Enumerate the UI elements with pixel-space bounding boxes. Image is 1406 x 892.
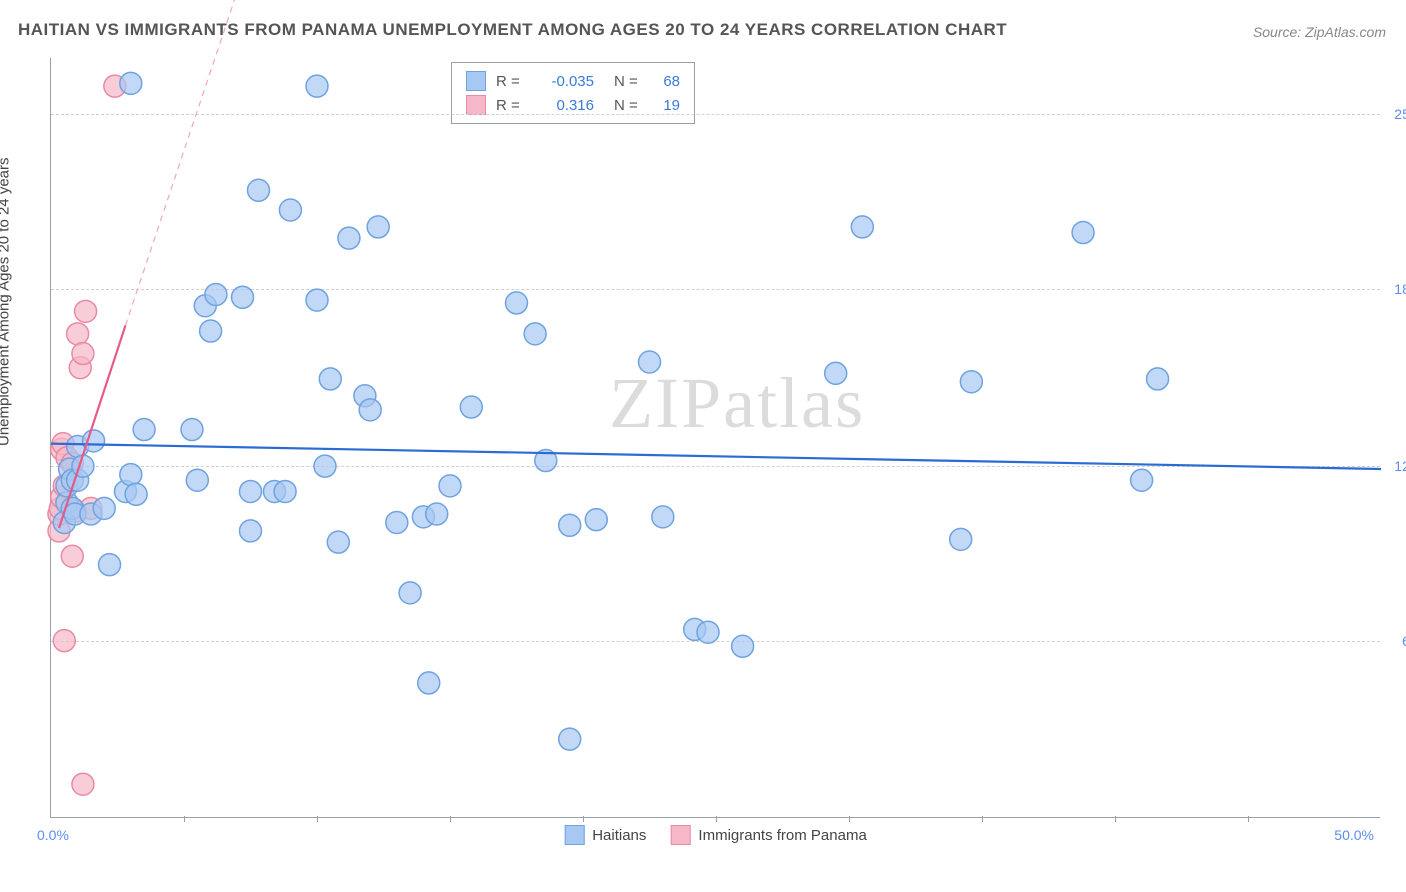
y-axis-label: Unemployment Among Ages 20 to 24 years	[0, 157, 13, 446]
data-point	[314, 455, 336, 477]
data-point	[639, 351, 661, 373]
x-tick	[450, 816, 451, 822]
data-point	[359, 399, 381, 421]
data-point	[960, 371, 982, 393]
data-point	[559, 514, 581, 536]
data-point	[205, 283, 227, 305]
data-point	[186, 469, 208, 491]
data-point	[72, 343, 94, 365]
x-tick	[317, 816, 318, 822]
y-tick-label: 12.5%	[1386, 458, 1406, 474]
x-tick	[184, 816, 185, 822]
data-point	[460, 396, 482, 418]
plot-area: ZIPatlas R =-0.035N =68R =0.316N =19 6.3…	[50, 58, 1380, 818]
data-point	[240, 480, 262, 502]
data-point	[950, 528, 972, 550]
data-point	[120, 464, 142, 486]
x-tick	[849, 816, 850, 822]
data-point	[732, 635, 754, 657]
data-point	[524, 323, 546, 345]
data-point	[697, 621, 719, 643]
data-point	[652, 506, 674, 528]
data-point	[125, 483, 147, 505]
data-point	[306, 289, 328, 311]
data-point	[274, 480, 296, 502]
y-tick-label: 18.8%	[1386, 281, 1406, 297]
x-tick	[982, 816, 983, 822]
legend-swatch	[564, 825, 584, 845]
data-point	[399, 582, 421, 604]
x-tick	[1115, 816, 1116, 822]
data-point	[120, 72, 142, 94]
data-point	[367, 216, 389, 238]
legend-item: Immigrants from Panama	[670, 825, 866, 845]
data-point	[240, 520, 262, 542]
x-tick	[583, 816, 584, 822]
x-axis-max-label: 50.0%	[1334, 827, 1374, 843]
series-legend: Haitians Immigrants from Panama	[564, 825, 867, 845]
legend-item: Haitians	[564, 825, 646, 845]
source-attribution: Source: ZipAtlas.com	[1253, 24, 1386, 40]
y-tick-label: 25.0%	[1386, 106, 1406, 122]
data-point	[61, 545, 83, 567]
scatter-svg	[51, 58, 1380, 817]
x-tick	[716, 816, 717, 822]
trend-line	[51, 444, 1381, 469]
chart-title: HAITIAN VS IMMIGRANTS FROM PANAMA UNEMPL…	[18, 20, 1007, 40]
data-point	[181, 419, 203, 441]
data-point	[53, 630, 75, 652]
data-point	[319, 368, 341, 390]
data-point	[386, 511, 408, 533]
data-point	[338, 227, 360, 249]
data-point	[306, 75, 328, 97]
data-point	[439, 475, 461, 497]
legend-swatch	[670, 825, 690, 845]
data-point	[75, 300, 97, 322]
data-point	[585, 509, 607, 531]
y-tick-label: 6.3%	[1386, 633, 1406, 649]
data-point	[426, 503, 448, 525]
data-point	[1147, 368, 1169, 390]
legend-label: Haitians	[592, 827, 646, 844]
data-point	[67, 323, 89, 345]
data-point	[1072, 222, 1094, 244]
x-tick	[1248, 816, 1249, 822]
data-point	[133, 419, 155, 441]
data-point	[559, 728, 581, 750]
data-point	[99, 554, 121, 576]
data-point	[851, 216, 873, 238]
data-point	[200, 320, 222, 342]
data-point	[327, 531, 349, 553]
data-point	[279, 199, 301, 221]
data-point	[1131, 469, 1153, 491]
x-axis-min-label: 0.0%	[37, 827, 69, 843]
data-point	[825, 362, 847, 384]
data-point	[247, 179, 269, 201]
legend-label: Immigrants from Panama	[698, 827, 866, 844]
data-point	[506, 292, 528, 314]
data-point	[72, 773, 94, 795]
trend-line	[125, 0, 290, 325]
data-point	[418, 672, 440, 694]
data-point	[232, 286, 254, 308]
data-point	[93, 497, 115, 519]
